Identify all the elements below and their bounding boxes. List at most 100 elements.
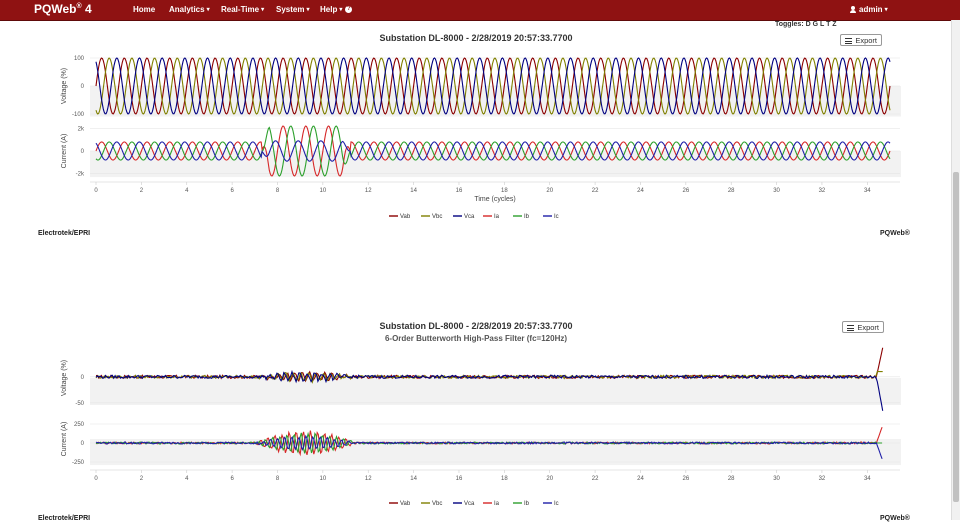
x-tick-label: 18 bbox=[501, 476, 508, 482]
brand-logo[interactable]: PQWeb® 4 bbox=[34, 2, 92, 16]
user-icon bbox=[850, 6, 856, 14]
y-tick-label: -2k bbox=[76, 172, 85, 178]
series-vca bbox=[95, 369, 884, 411]
brand-version: 4 bbox=[81, 2, 92, 16]
x-tick-label: 26 bbox=[682, 188, 689, 194]
x-tick-label: 22 bbox=[592, 476, 599, 482]
chart2-export-button[interactable]: Export bbox=[842, 321, 884, 333]
chart1-credit-right: PQWeb® bbox=[880, 230, 910, 237]
series-vbc bbox=[95, 57, 891, 115]
legend-item: Ib bbox=[524, 501, 530, 507]
chart2-credit-right: PQWeb® bbox=[880, 515, 910, 522]
nav-help-dropdown[interactable]: Help ▾? bbox=[320, 5, 353, 14]
legend-item: Vca bbox=[464, 214, 475, 220]
legend-item: Vbc bbox=[432, 501, 442, 507]
x-tick-label: 2 bbox=[140, 476, 144, 482]
x-tick-label: 28 bbox=[728, 476, 735, 482]
nav-realtime-label: Real-Time bbox=[221, 5, 260, 14]
chart2-title: Substation DL-8000 - 2/28/2019 20:57:33.… bbox=[379, 321, 573, 331]
x-tick-label: 4 bbox=[185, 188, 189, 194]
x-axis-label: Time (cycles) bbox=[474, 196, 515, 203]
x-tick-label: 30 bbox=[773, 188, 780, 194]
export-label: Export bbox=[857, 323, 879, 332]
x-tick-label: 32 bbox=[819, 476, 826, 482]
series-ic bbox=[95, 140, 891, 162]
x-tick-label: 8 bbox=[276, 476, 280, 482]
caret-down-icon: ▾ bbox=[206, 7, 210, 14]
y-axis-label: Current (A) bbox=[61, 134, 68, 169]
x-tick-label: 22 bbox=[592, 188, 599, 194]
chart1-title: Substation DL-8000 - 2/28/2019 20:57:33.… bbox=[379, 33, 573, 43]
chart1-credit-left: Electrotek/EPRI bbox=[38, 230, 91, 237]
menu-icon bbox=[847, 325, 854, 331]
x-tick-label: 12 bbox=[365, 188, 372, 194]
caret-down-icon: ▾ bbox=[884, 7, 888, 14]
caret-down-icon: ▾ bbox=[306, 7, 310, 14]
nav-system-label: System bbox=[276, 5, 305, 14]
y-tick-label: -100 bbox=[72, 112, 85, 118]
y-tick-label: -50 bbox=[75, 401, 84, 407]
x-tick-label: 14 bbox=[410, 188, 417, 194]
user-menu-dropdown[interactable]: admin ▾ bbox=[850, 5, 888, 14]
chart2-subtitle: 6-Order Butterworth High-Pass Filter (fc… bbox=[384, 334, 568, 343]
nav-realtime-dropdown[interactable]: Real-Time ▾ bbox=[221, 5, 264, 14]
y-axis-label: Current (A) bbox=[61, 422, 68, 457]
export-label: Export bbox=[855, 36, 877, 45]
y-tick-label: 250 bbox=[74, 422, 85, 428]
x-tick-label: 4 bbox=[185, 476, 189, 482]
top-navbar: PQWeb® 4 Home Analytics ▾ Real-Time ▾ Syst… bbox=[0, 0, 960, 21]
x-tick-label: 18 bbox=[501, 188, 508, 194]
x-tick-label: 14 bbox=[410, 476, 417, 482]
nav-home-label: Home bbox=[133, 5, 156, 14]
nav-system-dropdown[interactable]: System ▾ bbox=[276, 5, 309, 14]
legend-item: Vbc bbox=[432, 214, 442, 220]
x-tick-label: 0 bbox=[94, 188, 98, 194]
y-tick-label: 0 bbox=[81, 149, 85, 155]
y-tick-label: -250 bbox=[72, 460, 85, 466]
series-ic bbox=[95, 434, 883, 459]
panel-band bbox=[90, 378, 901, 405]
menu-icon bbox=[845, 38, 852, 44]
page-scrollbar[interactable] bbox=[951, 20, 960, 520]
x-tick-label: 10 bbox=[320, 188, 327, 194]
user-name: admin bbox=[859, 5, 883, 14]
legend-item: Ia bbox=[494, 214, 500, 220]
x-tick-label: 24 bbox=[637, 188, 644, 194]
y-tick-label: 100 bbox=[74, 56, 85, 62]
x-tick-label: 10 bbox=[320, 476, 327, 482]
legend-item: Ib bbox=[524, 214, 530, 220]
caret-down-icon: ▾ bbox=[261, 7, 265, 14]
brand-registered-mark: ® bbox=[76, 3, 82, 10]
x-tick-label: 6 bbox=[230, 476, 234, 482]
y-tick-label: 0 bbox=[81, 375, 85, 381]
x-tick-label: 20 bbox=[546, 476, 553, 482]
legend-item: Vab bbox=[400, 501, 411, 507]
y-tick-label: 0 bbox=[81, 441, 85, 447]
x-tick-label: 30 bbox=[773, 476, 780, 482]
legend-item: Ia bbox=[494, 501, 500, 507]
y-axis-label: Voltage (%) bbox=[61, 360, 68, 396]
scrollbar-thumb[interactable] bbox=[953, 172, 959, 502]
x-tick-label: 2 bbox=[140, 188, 144, 194]
question-circle-icon: ? bbox=[345, 6, 353, 14]
toggles-hint: Toggles: D G L T Z bbox=[775, 21, 837, 28]
nav-help-label: Help bbox=[320, 5, 338, 14]
y-tick-label: 2k bbox=[78, 126, 85, 132]
nav-analytics-label: Analytics bbox=[169, 5, 205, 14]
legend-item: Ic bbox=[554, 214, 559, 220]
x-tick-label: 34 bbox=[864, 188, 871, 194]
nav-home[interactable]: Home bbox=[133, 5, 155, 14]
nav-analytics-dropdown[interactable]: Analytics ▾ bbox=[169, 5, 210, 14]
x-tick-label: 16 bbox=[456, 188, 463, 194]
x-tick-label: 20 bbox=[546, 188, 553, 194]
chart1-export-button[interactable]: Export bbox=[840, 34, 882, 46]
x-tick-label: 8 bbox=[276, 188, 280, 194]
x-tick-label: 26 bbox=[682, 476, 689, 482]
x-tick-label: 24 bbox=[637, 476, 644, 482]
x-tick-label: 6 bbox=[230, 188, 234, 194]
series-vab bbox=[95, 57, 891, 115]
legend-item: Ic bbox=[554, 501, 559, 507]
legend-item: Vca bbox=[464, 501, 475, 507]
